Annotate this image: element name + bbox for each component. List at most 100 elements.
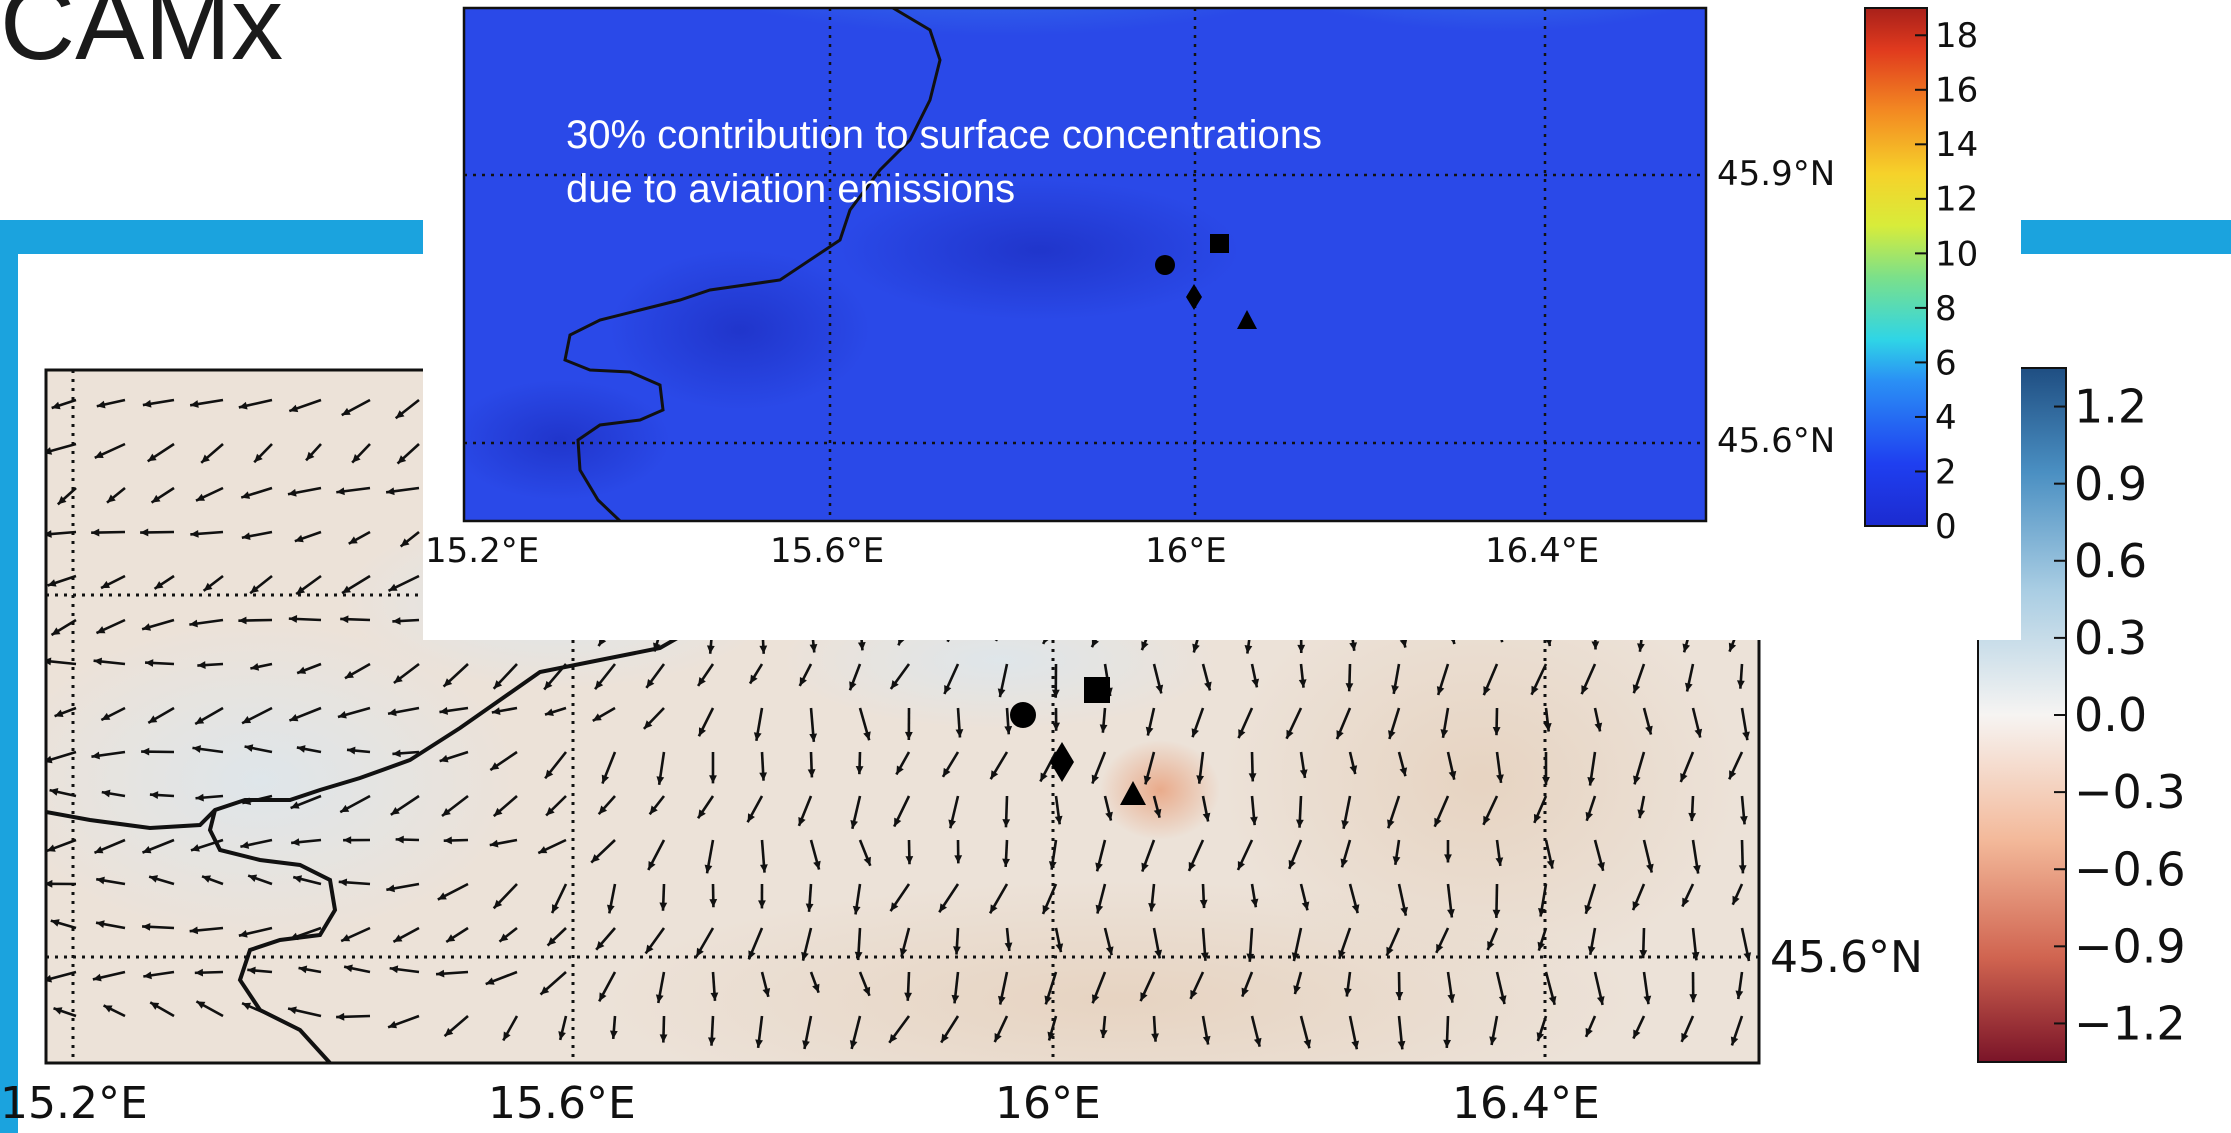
wind-arrow-head [1388, 730, 1396, 740]
wind-arrow-head [57, 496, 67, 505]
wind-arrow-head [96, 400, 106, 409]
wind-arrow-head [1250, 816, 1258, 826]
wind-arrow-head [1105, 811, 1113, 821]
wind-arrow-head [801, 951, 809, 961]
wind-arrow-head [649, 805, 658, 815]
wind-arrow-head [1099, 724, 1108, 733]
wind-arrow-head [1548, 995, 1557, 1005]
wind-arrow-head [340, 804, 350, 813]
wind-arrow-head [1151, 1033, 1159, 1042]
wind-arrow-head [1546, 859, 1555, 869]
wind-arrow-head [297, 666, 307, 674]
wind-arrow-head [1633, 775, 1641, 785]
wind-arrow-head [244, 744, 254, 752]
wind-arrow-head [1343, 987, 1352, 997]
colorbar-tick-label: 8 [1935, 289, 1957, 329]
inset-map-gridlines [464, 8, 1706, 521]
wind-arrow-head [388, 1020, 398, 1029]
inset-map-coastline [563, 8, 942, 521]
wind-arrow-head [1040, 772, 1048, 782]
wind-arrow-head [390, 807, 400, 815]
wind-arrow-head [294, 534, 304, 543]
wind-arrow-head [94, 846, 104, 854]
wind-arrow-head [1597, 861, 1605, 871]
wind-arrow-head [596, 941, 605, 950]
wind-arrow-head [696, 947, 704, 957]
wind-arrow-head [709, 899, 718, 908]
wind-arrow-head [296, 586, 306, 595]
wind-arrow-head [388, 583, 398, 591]
wind-arrow-head [890, 680, 899, 690]
wind-arrow-head [1639, 950, 1648, 959]
wind-arrow-head [145, 659, 154, 667]
wind-arrow-head [849, 1040, 858, 1049]
wind-arrow-head [1336, 730, 1344, 740]
wind-arrow-head [94, 450, 104, 458]
wind-arrow-head [1095, 904, 1104, 914]
wind-arrow-head [1191, 728, 1199, 738]
wind-arrow-head [942, 767, 951, 777]
wind-arrow-head [250, 585, 259, 594]
wind-arrow-head [499, 933, 509, 942]
wind-arrow-head [439, 754, 449, 763]
wind-arrow-head [1483, 815, 1491, 825]
wind-arrow-head [1395, 991, 1404, 1001]
wind-arrow-head [1349, 642, 1358, 651]
colorbar-tick-label: 4 [1935, 398, 1957, 438]
wind-arrow-head [197, 661, 206, 669]
wind-arrow-head [242, 1002, 252, 1010]
wind-arrow-head [142, 922, 151, 931]
inset-map-frame [462, 6, 1708, 523]
wind-arrow-head [850, 819, 858, 829]
wind-arrow-head [296, 745, 306, 753]
wind-arrow-head [51, 627, 61, 635]
wind-arrow-head [994, 1033, 1002, 1043]
wind-arrow-head [1689, 994, 1698, 1003]
wind-arrow-head [1495, 857, 1504, 866]
wind-arrow-head [1596, 996, 1605, 1005]
wind-arrow-head [202, 875, 211, 883]
wind-arrow-head [386, 884, 395, 893]
wind-arrow-head [142, 623, 151, 631]
wind-arrow-head [904, 731, 913, 741]
wind-arrow-head [46, 755, 53, 764]
wind-arrow-head [392, 749, 401, 758]
wind-arrow-head [1286, 729, 1294, 739]
wind-arrow-head [443, 836, 452, 845]
wind-arrow-head [758, 900, 766, 909]
wind-arrow-head [238, 616, 247, 625]
wind-arrow-head [298, 965, 308, 974]
wind-arrow-head [489, 839, 499, 848]
wind-arrow-head [941, 1033, 949, 1043]
wind-arrow-head [1688, 812, 1697, 822]
inset-lat-tick: 45.9°N [1717, 154, 1835, 194]
wind-arrow-head [646, 679, 655, 688]
wind-arrow-head [857, 641, 866, 651]
triangle-marker [1120, 781, 1146, 805]
wind-arrow-head [1291, 952, 1300, 962]
wind-arrow-head [1140, 992, 1148, 1002]
wind-arrow-head [46, 974, 53, 983]
wind-arrow-head [192, 745, 201, 753]
wind-arrow-head [1632, 901, 1640, 911]
wind-arrow-head [863, 731, 871, 741]
wind-arrow-head [195, 493, 205, 501]
wind-arrow-head [46, 844, 56, 852]
wind-arrow-head [1492, 727, 1501, 736]
wind-arrow-head [706, 645, 715, 654]
accent-bar-left [0, 254, 18, 1133]
main-map-lon-ticks: 15.2°E 15.6°E 16°E 16.4°E [0, 1078, 1600, 1129]
wind-arrow-head [889, 1033, 898, 1043]
wind-arrow-head [1496, 774, 1504, 783]
wind-arrow-head [1054, 815, 1063, 825]
wind-arrow-head [446, 934, 456, 942]
wind-arrow-head [1637, 643, 1645, 652]
wind-arrow-head [1055, 943, 1064, 953]
wind-arrow-head [203, 582, 213, 591]
wind-arrow-head [855, 765, 864, 775]
wind-arrow-head [591, 854, 600, 863]
wind-arrow-head [50, 919, 60, 927]
wind-arrow-head [601, 774, 610, 784]
inset-lon-tick: 15.6°E [770, 531, 884, 571]
